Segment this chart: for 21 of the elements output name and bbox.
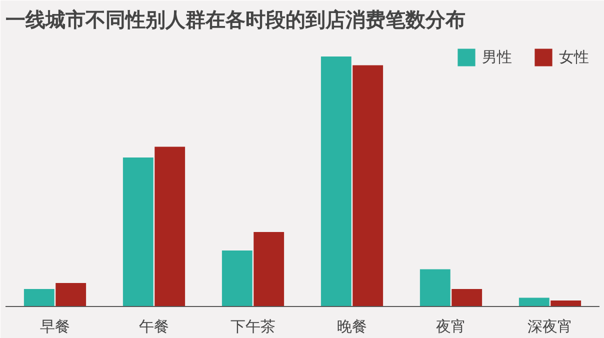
bar bbox=[56, 283, 86, 306]
bar bbox=[122, 158, 154, 306]
x-tick-label: 下午茶 bbox=[230, 318, 276, 336]
x-tick-label: 深夜宵 bbox=[528, 318, 572, 336]
bar bbox=[550, 300, 582, 306]
bar bbox=[320, 56, 352, 306]
bar bbox=[222, 250, 252, 306]
legend-label: 女性 bbox=[559, 48, 589, 66]
x-tick-label: 午餐 bbox=[139, 318, 169, 336]
bar bbox=[518, 298, 550, 306]
bar bbox=[154, 146, 186, 306]
legend-label: 男性 bbox=[482, 48, 512, 66]
bar bbox=[420, 269, 450, 306]
bar bbox=[24, 289, 54, 306]
chart-title: 一线城市不同性别人群在各时段的到店消费笔数分布 bbox=[6, 8, 466, 32]
x-tick-label: 早餐 bbox=[40, 318, 70, 336]
x-tick-label: 夜宵 bbox=[436, 318, 466, 336]
bar bbox=[452, 289, 482, 306]
bar bbox=[352, 65, 384, 306]
bar bbox=[254, 232, 284, 306]
x-tick-label: 晚餐 bbox=[337, 318, 367, 336]
